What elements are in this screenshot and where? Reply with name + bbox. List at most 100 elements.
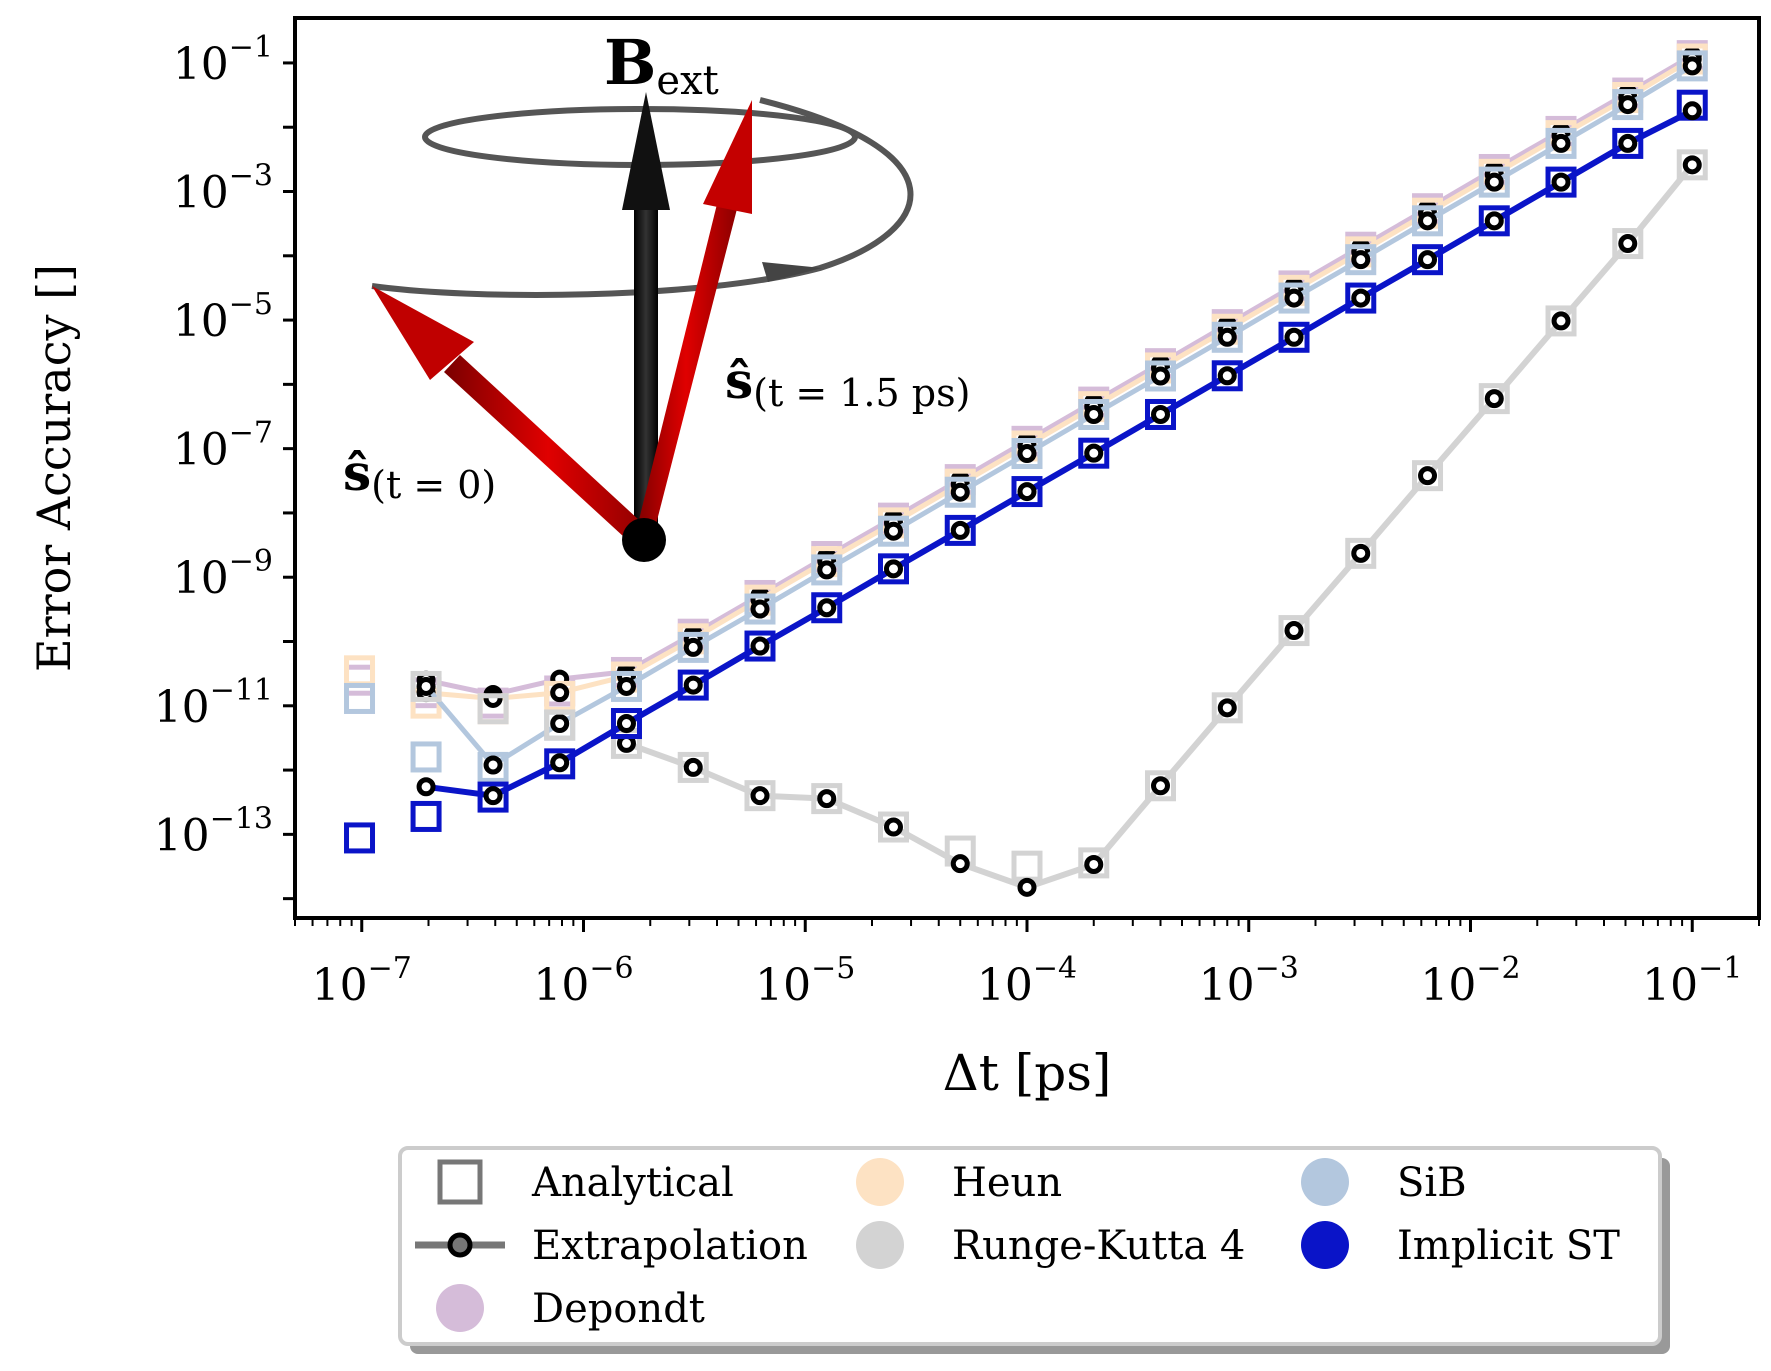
analytical-marker-runge-kutta-4 <box>1612 228 1644 260</box>
analytical-marker-depondt <box>344 664 376 696</box>
analytical-marker-runge-kutta-4 <box>1478 383 1510 415</box>
analytical-marker-sib <box>410 741 442 773</box>
extrapolation-marker-implicit-st <box>550 753 570 773</box>
spin-arrow-t1-shaft <box>634 200 738 540</box>
extrapolation-marker-runge-kutta-4 <box>1682 155 1702 175</box>
analytical-marker-implicit-st <box>344 822 376 854</box>
spin-arrow-t0-shaft <box>444 355 652 548</box>
analytical-marker-sib <box>1011 438 1043 470</box>
extrapolation-line-implicit-st <box>425 108 1694 799</box>
analytical-marker-sib <box>877 515 909 547</box>
extrapolation-marker-heun <box>550 683 570 703</box>
analytical-marker-implicit-st <box>1278 321 1310 353</box>
analytical-marker-runge-kutta-4 <box>1278 615 1310 647</box>
legend-label: Implicit ST <box>1397 1223 1620 1269</box>
x-tick-label: 10−6 <box>533 951 633 1011</box>
extrapolation-marker-runge-kutta-4 <box>817 789 837 809</box>
extrapolation-marker-runge-kutta-4 <box>1418 466 1438 486</box>
analytical-marker-implicit-st <box>544 748 576 780</box>
analytical-marker-runge-kutta-4 <box>1078 847 1110 879</box>
analytical-marker-implicit-st <box>1211 360 1243 392</box>
legend-dot-icon <box>436 1284 484 1332</box>
extrapolation-marker-implicit-st <box>683 675 703 695</box>
extrapolation-marker-sib <box>1084 404 1104 424</box>
extrapolation-marker-implicit-st <box>1418 250 1438 270</box>
orbit-arrowhead-icon <box>762 262 822 282</box>
extrapolation-marker-runge-kutta-4 <box>950 854 970 874</box>
extrapolation-marker-sib <box>1017 444 1037 464</box>
analytical-marker-sib <box>1412 205 1444 237</box>
series-sib <box>344 50 1708 783</box>
analytical-marker-sib <box>344 682 376 714</box>
analytical-marker-sib <box>677 631 709 663</box>
extrapolation-marker-implicit-st <box>950 520 970 540</box>
legend-item-implicit-st: Implicit ST <box>1301 1221 1620 1269</box>
series-implicit-st <box>344 89 1708 854</box>
analytical-marker-sib <box>944 476 976 508</box>
legend-item-heun: Heun <box>856 1158 1062 1206</box>
analytical-marker-runge-kutta-4 <box>1676 149 1708 181</box>
extrapolation-marker-sib <box>416 676 436 696</box>
extrapolation-marker-sib <box>616 676 636 696</box>
y-tick-label: 10−9 <box>173 544 273 604</box>
extrapolation-marker-implicit-st <box>883 559 903 579</box>
analytical-marker-runge-kutta-4 <box>477 693 509 725</box>
spin-arrow-t1-head-icon <box>703 100 752 214</box>
analytical-marker-implicit-st <box>1412 244 1444 276</box>
legend-marker-icon <box>447 1232 473 1258</box>
extrapolation-marker-runge-kutta-4 <box>750 786 770 806</box>
extrapolation-marker-runge-kutta-4 <box>1284 621 1304 641</box>
analytical-marker-sib <box>1211 321 1243 353</box>
analytical-marker-runge-kutta-4 <box>1412 460 1444 492</box>
analytical-marker-sib <box>1612 89 1644 121</box>
analytical-marker-runge-kutta-4 <box>877 811 909 843</box>
y-tick-label: 10−5 <box>173 287 273 347</box>
analytical-marker-implicit-st <box>1345 282 1377 314</box>
extrapolation-marker-sib <box>950 482 970 502</box>
legend-item-depondt: Depondt <box>436 1284 705 1332</box>
analytical-marker-sib <box>744 593 776 625</box>
axis-ticks: 10−7 10−6 10−5 10−4 10−3 10−2 10−1 10−1 10−3 10−5… <box>154 30 1760 1011</box>
legend-item-sib: SiB <box>1301 1158 1467 1206</box>
data-series <box>344 40 1708 897</box>
extrapolation-marker-runge-kutta-4 <box>1017 877 1037 897</box>
extrapolation-marker-runge-kutta-4 <box>1151 776 1171 796</box>
spin-origin <box>622 518 666 562</box>
extrapolation-marker-sib <box>1551 133 1571 153</box>
analytical-marker-implicit-st <box>944 514 976 546</box>
spin-t0-label: ŝ(t = 0) <box>343 443 496 507</box>
field-label: Bext <box>604 26 719 104</box>
extrapolation-marker-implicit-st <box>1618 133 1638 153</box>
analytical-marker-sib <box>1078 398 1110 430</box>
extrapolation-marker-implicit-st <box>1484 211 1504 231</box>
extrapolation-marker-implicit-st <box>1217 366 1237 386</box>
x-tick-label: 10−1 <box>1642 951 1742 1011</box>
analytical-marker-sib <box>477 751 509 783</box>
field-arrow-head-icon <box>622 92 670 210</box>
analytical-marker-implicit-st <box>1545 166 1577 198</box>
legend-label: Heun <box>952 1160 1062 1206</box>
extrapolation-marker-sib <box>817 560 837 580</box>
extrapolation-marker-implicit-st <box>483 786 503 806</box>
extrapolation-marker-sib <box>1351 250 1371 270</box>
extrapolation-marker-sib <box>483 755 503 775</box>
extrapolation-marker-sib <box>1682 56 1702 76</box>
extrapolation-marker-sib <box>1418 211 1438 231</box>
y-tick-label: 10−3 <box>173 159 273 219</box>
legend-item-extrapolation: Extrapolation <box>415 1223 808 1269</box>
extrapolation-marker-runge-kutta-4 <box>1351 543 1371 563</box>
analytical-marker-runge-kutta-4 <box>1145 770 1177 802</box>
extrapolation-marker-sib <box>1151 366 1171 386</box>
extrapolation-line-sib <box>424 63 1694 768</box>
y-tick-label: 10−11 <box>154 673 273 733</box>
analytical-marker-implicit-st <box>477 781 509 813</box>
series-runge-kutta-4 <box>410 149 1708 897</box>
extrapolation-marker-implicit-st <box>616 714 636 734</box>
analytical-marker-runge-kutta-4 <box>1345 537 1377 569</box>
legend-label: Analytical <box>531 1160 734 1206</box>
legend-dot-icon <box>1301 1221 1349 1269</box>
extrapolation-marker-sib <box>1284 288 1304 308</box>
analytical-marker-runge-kutta-4 <box>1211 692 1243 724</box>
analytical-marker-sib <box>610 670 642 702</box>
